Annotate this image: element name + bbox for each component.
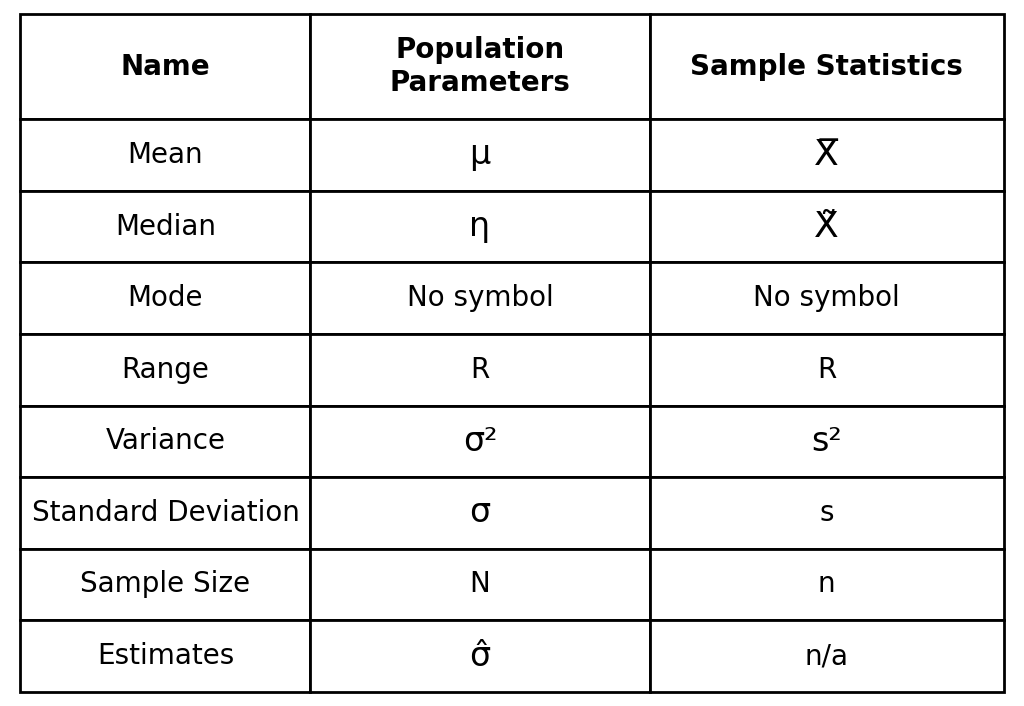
Text: s: s (819, 499, 834, 527)
Text: Range: Range (122, 356, 210, 384)
Bar (310, 549, 649, 621)
Bar (649, 334, 1004, 405)
Bar (310, 621, 649, 692)
Bar (20, 191, 310, 263)
Text: n/a: n/a (805, 642, 849, 670)
Text: No symbol: No symbol (407, 284, 553, 312)
Bar (310, 191, 649, 263)
Bar (20, 549, 310, 621)
Text: σ²: σ² (463, 425, 498, 457)
Bar (20, 119, 310, 191)
Bar (310, 334, 649, 405)
Text: η: η (469, 210, 490, 243)
Text: σ̂: σ̂ (469, 640, 490, 673)
Bar (20, 477, 310, 549)
Bar (310, 405, 649, 477)
Text: Name: Name (121, 53, 210, 80)
Bar (20, 621, 310, 692)
Text: Mode: Mode (128, 284, 203, 312)
Bar (310, 263, 649, 334)
Text: n: n (818, 570, 836, 599)
Text: R: R (470, 356, 489, 384)
Text: X̃: X̃ (814, 210, 839, 244)
Bar (20, 14, 310, 119)
Bar (20, 263, 310, 334)
Text: Sample Size: Sample Size (81, 570, 251, 599)
Bar (20, 334, 310, 405)
Bar (649, 119, 1004, 191)
Text: R: R (817, 356, 837, 384)
Text: X̅: X̅ (814, 138, 839, 172)
Bar (649, 14, 1004, 119)
Bar (20, 405, 310, 477)
Bar (310, 477, 649, 549)
Text: μ: μ (469, 138, 490, 172)
Bar (649, 477, 1004, 549)
Bar (649, 263, 1004, 334)
Text: No symbol: No symbol (754, 284, 900, 312)
Bar (310, 119, 649, 191)
Text: Variance: Variance (105, 427, 225, 455)
Bar (649, 621, 1004, 692)
Bar (310, 14, 649, 119)
Text: Standard Deviation: Standard Deviation (32, 499, 299, 527)
Text: Estimates: Estimates (97, 642, 234, 670)
Text: s²: s² (811, 425, 842, 457)
Bar (649, 405, 1004, 477)
Text: Population
Parameters: Population Parameters (389, 37, 570, 97)
Text: Median: Median (115, 213, 216, 241)
Text: N: N (470, 570, 490, 599)
Text: Sample Statistics: Sample Statistics (690, 53, 963, 80)
Bar (649, 191, 1004, 263)
Bar (649, 549, 1004, 621)
Text: Mean: Mean (128, 141, 204, 169)
Text: σ: σ (469, 496, 490, 530)
